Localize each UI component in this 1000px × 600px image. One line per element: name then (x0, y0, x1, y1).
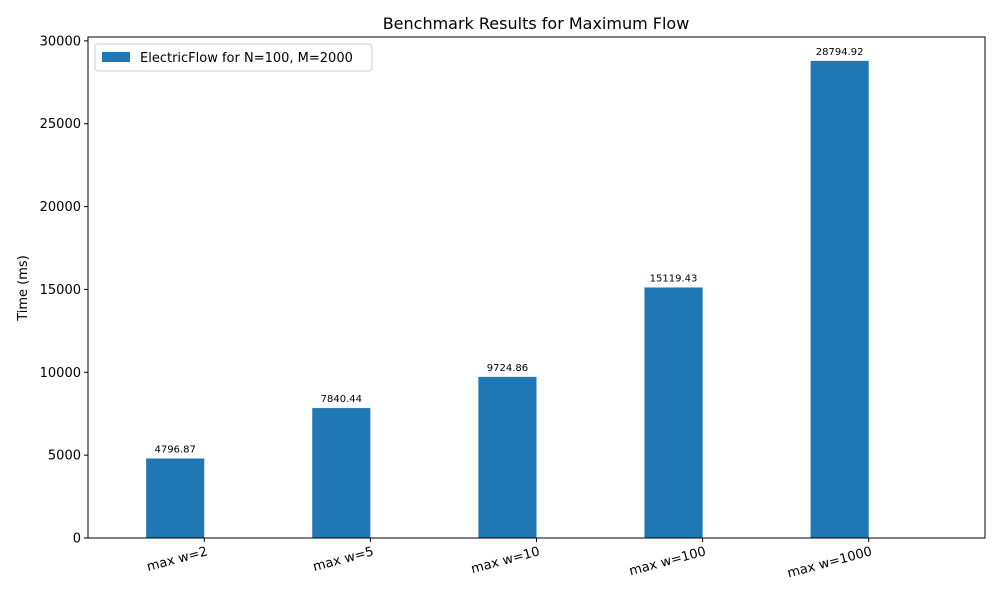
bar-value-label: 28794.92 (816, 47, 864, 58)
bars-group (146, 60, 869, 539)
y-tick-label: 20000 (40, 200, 81, 215)
legend-swatch (102, 52, 130, 62)
bar (644, 287, 703, 538)
x-ticks-group: max w=2 max w=5 max w=10 max w=100 max w=100… (145, 538, 874, 581)
y-tick-label: 5000 (48, 449, 81, 464)
x-tick-label: max w=100 (628, 544, 708, 579)
bar (146, 458, 205, 538)
legend: ElectricFlow for N=100, M=2000 (94, 43, 373, 72)
plot-frame (87, 36, 986, 539)
x-tick-label: max w=1000 (786, 544, 874, 581)
legend-label: ElectricFlow for N=100, M=2000 (140, 51, 353, 66)
bar (810, 60, 869, 539)
y-axis-label: Time (ms) (16, 255, 31, 322)
x-tick-label: max w=10 (470, 544, 542, 577)
legend-box (94, 43, 373, 72)
bar-value-label: 4796.87 (155, 445, 196, 456)
bar-value-label: 15119.43 (650, 273, 698, 284)
y-tick-label: 10000 (40, 366, 81, 381)
y-tick-label: 15000 (40, 283, 81, 298)
bar (312, 408, 371, 538)
y-tick-label: 0 (73, 532, 81, 547)
bar-value-label: 9724.86 (487, 363, 528, 374)
x-tick-label: max w=5 (311, 544, 375, 575)
value-labels-group: 4796.87 7840.44 9724.86 15119.43 28794.92 (155, 47, 864, 456)
x-tick-label: max w=2 (145, 544, 209, 575)
bar (478, 376, 537, 538)
y-tick-label: 30000 (40, 34, 81, 49)
y-ticks-group: 0 5000 10000 15000 20000 25000 30000 (40, 34, 88, 547)
y-tick-label: 25000 (40, 117, 81, 132)
chart-title: Benchmark Results for Maximum Flow (383, 14, 690, 33)
bar-value-label: 7840.44 (321, 394, 362, 405)
